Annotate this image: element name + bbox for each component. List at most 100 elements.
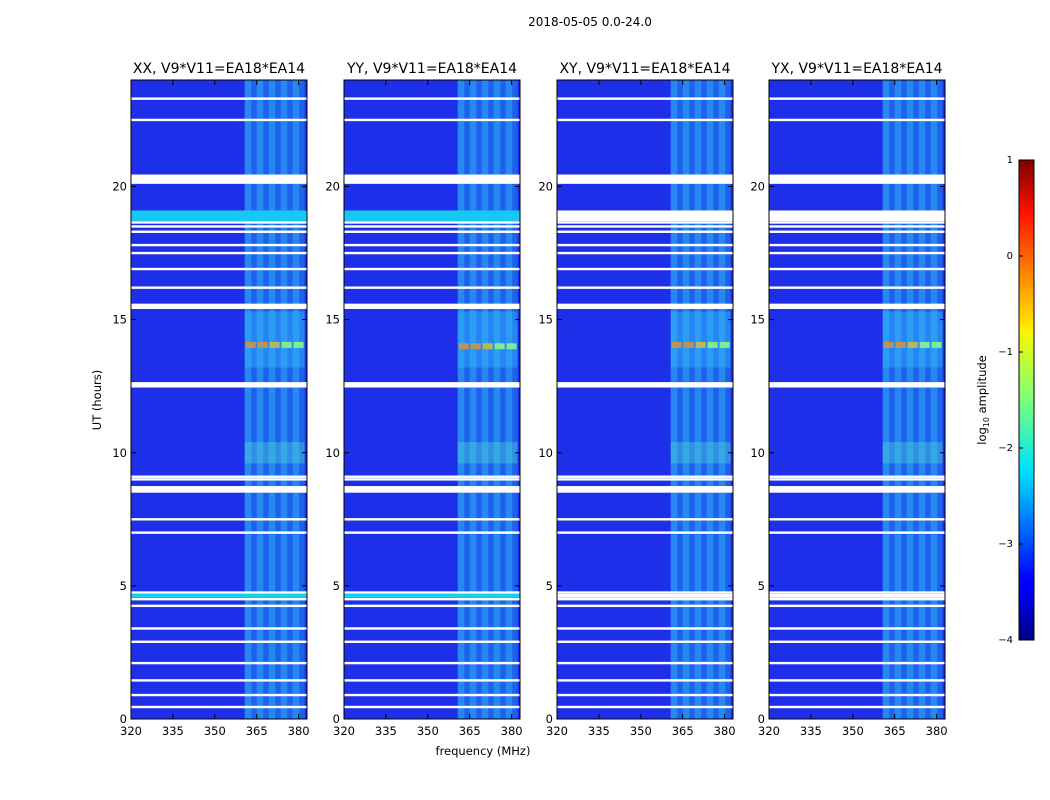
rfi-stripe — [682, 80, 690, 719]
flagged-row — [131, 267, 307, 271]
y-tick-label: 15 — [325, 313, 340, 327]
flagged-row — [769, 627, 945, 630]
colorbar-label-main: log — [975, 427, 989, 445]
flagged-row — [131, 230, 307, 233]
hot-cell — [281, 341, 292, 348]
flagged-block — [344, 382, 520, 388]
flagged-row — [769, 531, 945, 534]
rfi-stripe — [505, 80, 513, 719]
rfi-glow — [457, 442, 518, 464]
y-axis-label: UT (hours) — [90, 370, 104, 430]
panel-3: XY, V9*V11=EA18*EA14 320 335 350 365 380 0 5 10 1… — [538, 61, 735, 738]
x-tick-label: 350 — [630, 724, 652, 738]
flagged-row — [344, 478, 520, 481]
x-tick-label: 350 — [204, 724, 226, 738]
flagged-row — [344, 518, 520, 521]
flagged-row — [131, 286, 307, 289]
flagged-row — [131, 531, 307, 534]
flagged-row — [769, 604, 945, 608]
flagged-row — [557, 97, 733, 100]
x-tick-label: 335 — [162, 724, 184, 738]
panel-2: YY, V9*V11=EA18*EA14 320 335 350 365 380 0 5 10 1… — [325, 61, 522, 738]
flagged-row — [131, 225, 307, 228]
flagged-row — [557, 475, 733, 478]
flagged-block — [131, 174, 307, 184]
flagged-row — [131, 679, 307, 682]
y-tick-label: 10 — [538, 446, 553, 460]
flagged-row — [769, 251, 945, 255]
flagged-block — [344, 303, 520, 309]
flagged-row — [344, 118, 520, 122]
bright-band — [769, 210, 945, 222]
flagged-row — [769, 679, 945, 682]
flagged-block — [769, 174, 945, 184]
rfi-stripe — [930, 80, 938, 719]
y-tick-label: 15 — [750, 313, 765, 327]
flagged-row — [557, 693, 733, 697]
flagged-row — [557, 251, 733, 255]
flagged-row — [769, 518, 945, 521]
y-tick-label: 15 — [112, 313, 127, 327]
flagged-row — [557, 518, 733, 521]
flagged-row — [769, 267, 945, 271]
bright-band — [131, 593, 307, 598]
rfi-stripe — [256, 80, 264, 719]
flagged-row — [131, 475, 307, 478]
flagged-block — [557, 303, 733, 309]
rfi-glow — [882, 442, 943, 464]
x-tick-label: 350 — [842, 724, 864, 738]
y-tick-label: 0 — [546, 712, 553, 726]
flagged-row — [344, 475, 520, 478]
flagged-row — [131, 518, 307, 521]
rfi-glow — [457, 311, 518, 368]
flagged-row — [557, 627, 733, 630]
rfi-stripe — [292, 80, 300, 719]
hot-cell — [907, 341, 918, 348]
rfi-stripe — [694, 80, 702, 719]
x-tick-label: 365 — [459, 724, 481, 738]
hot-cell — [695, 341, 706, 348]
colorbar-label: log10 amplitude — [975, 355, 991, 445]
rfi-stripe — [706, 80, 714, 719]
hot-cell — [883, 341, 894, 348]
y-tick-label: 0 — [333, 712, 340, 726]
panel-title: YX, V9*V11=EA18*EA14 — [770, 61, 942, 77]
rfi-stripe — [493, 80, 501, 719]
flagged-row — [344, 591, 520, 594]
hot-cell — [269, 341, 280, 348]
flagged-row — [131, 597, 307, 601]
bright-band — [344, 593, 520, 598]
flagged-row — [557, 118, 733, 122]
x-tick-label: 380 — [714, 724, 736, 738]
flagged-row — [557, 705, 733, 709]
y-tick-label: 5 — [546, 579, 553, 593]
x-tick-label: 320 — [120, 724, 142, 738]
rfi-glow — [244, 311, 305, 368]
figure-title: 2018-05-05 0.0-24.0 — [528, 15, 652, 29]
colorbar-tick-label: −3 — [998, 539, 1013, 550]
hot-cell — [719, 341, 730, 348]
hot-cell — [506, 343, 517, 350]
rfi-stripe — [457, 80, 465, 719]
y-tick-label: 10 — [325, 446, 340, 460]
rfi-stripe — [244, 80, 252, 719]
hot-cell — [895, 341, 906, 348]
colorbar-gradient — [1018, 159, 1035, 641]
flagged-block — [769, 486, 945, 493]
colorbar: 10−1−2−3−4 log10 amplitude — [975, 155, 1035, 646]
rfi-stripe — [882, 80, 890, 719]
x-tick-label: 380 — [501, 724, 523, 738]
flagged-row — [557, 225, 733, 228]
hot-cell — [470, 343, 481, 350]
flagged-block — [557, 174, 733, 184]
flagged-block — [131, 382, 307, 388]
flagged-row — [131, 478, 307, 481]
flagged-row — [344, 221, 520, 224]
x-tick-label: 335 — [800, 724, 822, 738]
flagged-row — [769, 118, 945, 122]
flagged-row — [557, 531, 733, 534]
flagged-row — [557, 640, 733, 643]
rfi-glow — [244, 442, 305, 464]
rfi-stripe — [280, 80, 288, 719]
